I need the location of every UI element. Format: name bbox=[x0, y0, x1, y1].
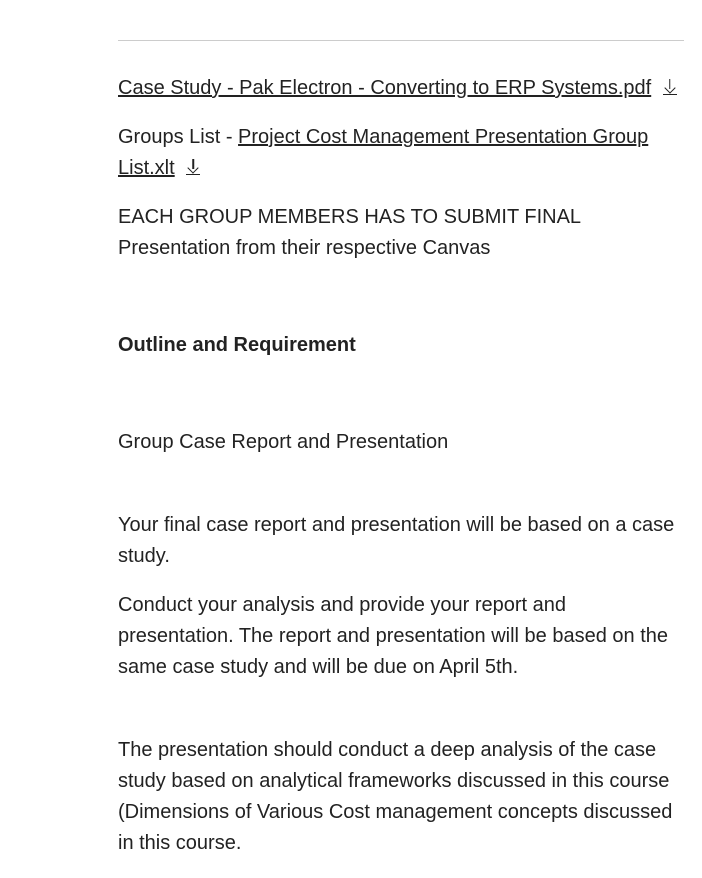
groups-list-paragraph: Groups List - Project Cost Management Pr… bbox=[118, 122, 684, 184]
case-study-paragraph: Case Study - Pak Electron - Converting t… bbox=[118, 73, 684, 104]
body-para-1: Your final case report and presentation … bbox=[118, 510, 684, 572]
spacer bbox=[118, 701, 684, 735]
divider bbox=[118, 40, 684, 41]
spacer bbox=[118, 375, 684, 427]
spacer bbox=[118, 282, 684, 334]
outline-heading: Outline and Requirement bbox=[118, 334, 684, 357]
download-icon[interactable] bbox=[663, 81, 677, 95]
spacer bbox=[118, 476, 684, 510]
body-para-3: The presentation should conduct a deep a… bbox=[118, 735, 684, 859]
group-case-title: Group Case Report and Presentation bbox=[118, 427, 684, 458]
body-para-2: Conduct your analysis and provide your r… bbox=[118, 590, 684, 683]
groups-prefix: Groups List - bbox=[118, 126, 238, 148]
download-icon[interactable] bbox=[186, 161, 200, 175]
case-study-link[interactable]: Case Study - Pak Electron - Converting t… bbox=[118, 77, 651, 99]
submit-note: EACH GROUP MEMBERS HAS TO SUBMIT FINAL P… bbox=[118, 202, 684, 264]
